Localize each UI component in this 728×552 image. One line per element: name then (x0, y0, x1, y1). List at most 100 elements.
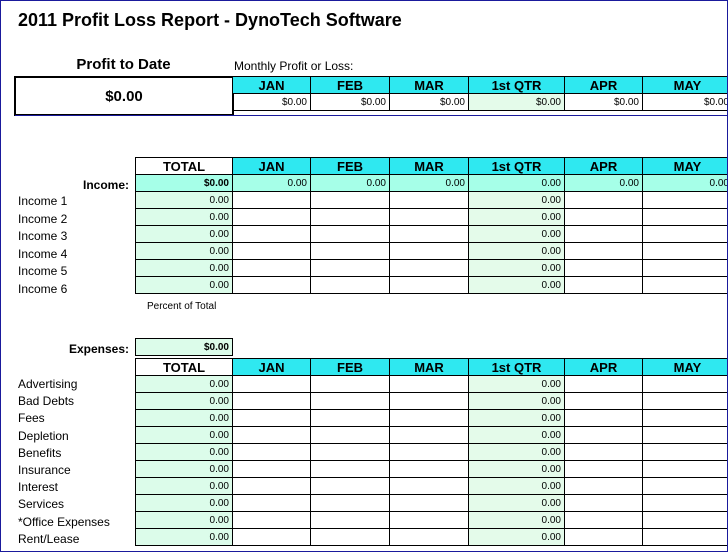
expense-qtr-cell[interactable]: 0.00 (468, 528, 565, 546)
income-cell[interactable] (564, 191, 643, 209)
expense-cell[interactable] (389, 409, 469, 427)
income-cell[interactable] (310, 208, 390, 226)
income-cell[interactable] (642, 259, 727, 277)
income-cell[interactable] (564, 259, 643, 277)
expense-cell[interactable] (389, 528, 469, 546)
expense-cell[interactable] (642, 392, 727, 410)
expense-total-cell[interactable]: 0.00 (135, 375, 233, 393)
expense-cell[interactable] (232, 494, 311, 512)
expense-qtr-cell[interactable]: 0.00 (468, 443, 565, 461)
expense-cell[interactable] (310, 494, 390, 512)
monthly-value-may[interactable]: $0.00 (642, 93, 727, 111)
income-cell[interactable] (310, 191, 390, 209)
expense-qtr-cell[interactable]: 0.00 (468, 460, 565, 478)
income-cell[interactable] (564, 276, 643, 294)
income-cell[interactable] (389, 225, 469, 243)
expense-qtr-cell[interactable]: 0.00 (468, 477, 565, 495)
income-cell[interactable] (310, 276, 390, 294)
expense-total-cell[interactable]: 0.00 (135, 409, 233, 427)
expense-cell[interactable] (642, 426, 727, 444)
income-total-cell[interactable]: 0.00 (135, 276, 233, 294)
income-cell[interactable] (389, 191, 469, 209)
income-summary-total[interactable]: $0.00 (135, 174, 233, 192)
income-cell[interactable] (310, 242, 390, 260)
income-cell[interactable] (642, 191, 727, 209)
income-qtr-cell[interactable]: 0.00 (468, 259, 565, 277)
expense-cell[interactable] (642, 375, 727, 393)
income-summary-may[interactable]: 0.00 (642, 174, 727, 192)
income-total-cell[interactable]: 0.00 (135, 225, 233, 243)
expense-qtr-cell[interactable]: 0.00 (468, 511, 565, 529)
expense-cell[interactable] (564, 375, 643, 393)
income-cell[interactable] (232, 276, 311, 294)
income-total-cell[interactable]: 0.00 (135, 208, 233, 226)
income-cell[interactable] (642, 276, 727, 294)
expense-cell[interactable] (389, 477, 469, 495)
income-cell[interactable] (564, 242, 643, 260)
expenses-total-value[interactable]: $0.00 (135, 338, 233, 356)
expense-cell[interactable] (232, 426, 311, 444)
income-cell[interactable] (389, 276, 469, 294)
income-cell[interactable] (232, 242, 311, 260)
expense-total-cell[interactable]: 0.00 (135, 528, 233, 546)
monthly-value-feb[interactable]: $0.00 (310, 93, 390, 111)
expense-cell[interactable] (232, 375, 311, 393)
expense-cell[interactable] (232, 528, 311, 546)
expense-total-cell[interactable]: 0.00 (135, 443, 233, 461)
expense-cell[interactable] (232, 460, 311, 478)
expense-total-cell[interactable]: 0.00 (135, 460, 233, 478)
expense-cell[interactable] (564, 443, 643, 461)
expense-cell[interactable] (389, 494, 469, 512)
expense-cell[interactable] (310, 409, 390, 427)
expense-total-cell[interactable]: 0.00 (135, 494, 233, 512)
expense-cell[interactable] (310, 443, 390, 461)
expense-cell[interactable] (564, 511, 643, 529)
income-cell[interactable] (389, 242, 469, 260)
income-cell[interactable] (310, 259, 390, 277)
expense-cell[interactable] (232, 477, 311, 495)
expense-total-cell[interactable]: 0.00 (135, 392, 233, 410)
expense-cell[interactable] (389, 426, 469, 444)
expense-cell[interactable] (310, 426, 390, 444)
income-qtr-cell[interactable]: 0.00 (468, 208, 565, 226)
income-qtr-cell[interactable]: 0.00 (468, 276, 565, 294)
expense-total-cell[interactable]: 0.00 (135, 511, 233, 529)
expense-cell[interactable] (642, 460, 727, 478)
income-cell[interactable] (642, 208, 727, 226)
income-cell[interactable] (232, 259, 311, 277)
income-summary-feb[interactable]: 0.00 (310, 174, 390, 192)
income-cell[interactable] (389, 259, 469, 277)
expense-cell[interactable] (232, 392, 311, 410)
expense-cell[interactable] (389, 375, 469, 393)
expense-cell[interactable] (310, 477, 390, 495)
income-summary-qtr1[interactable]: 0.00 (468, 174, 565, 192)
expense-cell[interactable] (310, 460, 390, 478)
income-cell[interactable] (642, 242, 727, 260)
expense-cell[interactable] (310, 392, 390, 410)
expense-cell[interactable] (642, 494, 727, 512)
expense-cell[interactable] (642, 477, 727, 495)
expense-cell[interactable] (564, 409, 643, 427)
profit-to-date-value[interactable]: $0.00 (14, 76, 234, 116)
expense-cell[interactable] (642, 443, 727, 461)
expense-cell[interactable] (564, 528, 643, 546)
expense-qtr-cell[interactable]: 0.00 (468, 375, 565, 393)
monthly-value-mar[interactable]: $0.00 (389, 93, 469, 111)
expense-cell[interactable] (389, 460, 469, 478)
expense-total-cell[interactable]: 0.00 (135, 426, 233, 444)
expense-cell[interactable] (232, 409, 311, 427)
expense-cell[interactable] (310, 511, 390, 529)
expense-cell[interactable] (389, 443, 469, 461)
income-qtr-cell[interactable]: 0.00 (468, 225, 565, 243)
expense-cell[interactable] (564, 426, 643, 444)
income-summary-jan[interactable]: 0.00 (232, 174, 311, 192)
expense-cell[interactable] (564, 392, 643, 410)
income-total-cell[interactable]: 0.00 (135, 259, 233, 277)
expense-cell[interactable] (310, 375, 390, 393)
income-cell[interactable] (564, 208, 643, 226)
expense-cell[interactable] (642, 409, 727, 427)
expense-cell[interactable] (389, 511, 469, 529)
expense-cell[interactable] (310, 528, 390, 546)
income-summary-apr[interactable]: 0.00 (564, 174, 643, 192)
expense-qtr-cell[interactable]: 0.00 (468, 392, 565, 410)
